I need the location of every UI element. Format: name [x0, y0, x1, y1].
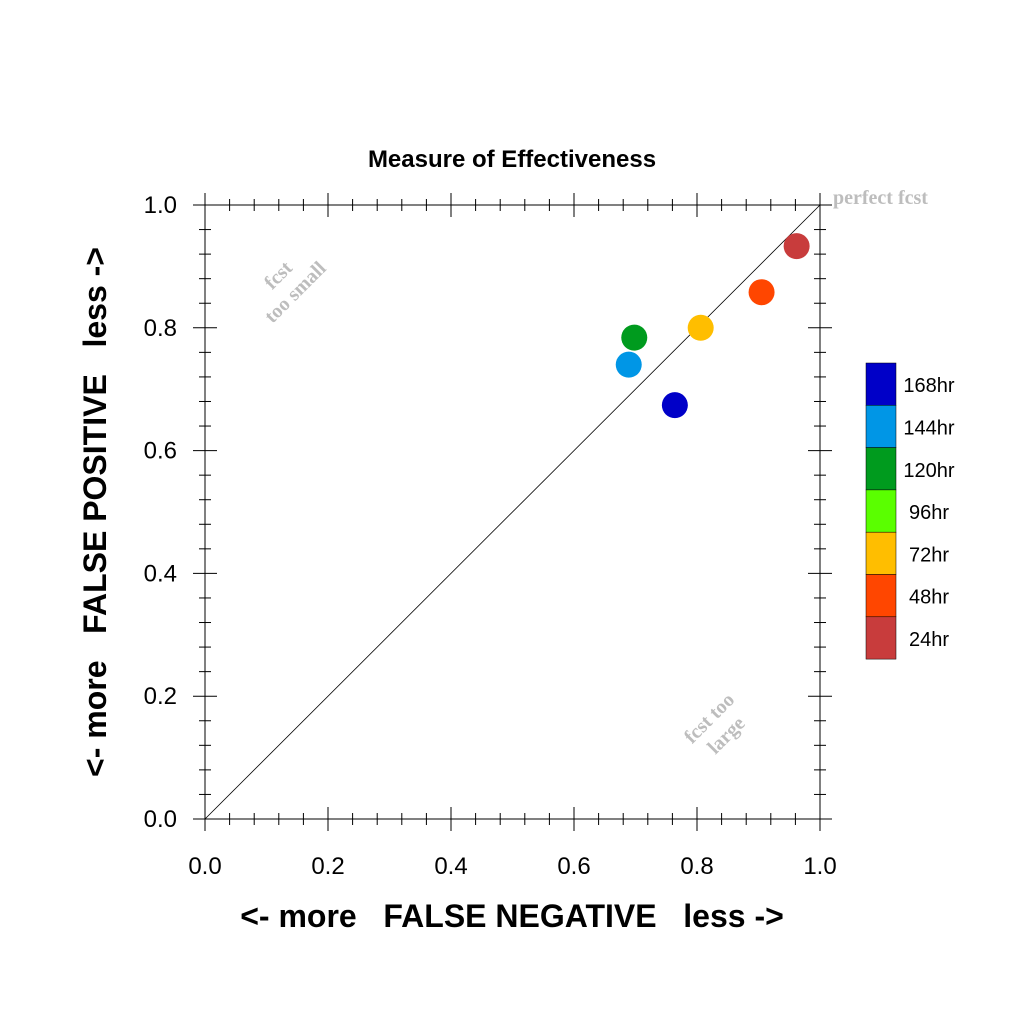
- data-point-48hr: [748, 279, 775, 306]
- legend-label-48hr: 48hr: [909, 587, 949, 609]
- y-tick-label: 1.0: [144, 192, 177, 219]
- legend-swatch-168hr: [865, 362, 897, 406]
- x-tick-label: 0.2: [311, 853, 344, 880]
- legend-swatch-24hr: [865, 616, 897, 660]
- diagonal-layer: [204, 204, 821, 820]
- y-tick-label: 0.8: [144, 315, 177, 342]
- data-point-120hr: [621, 324, 648, 351]
- x-tick-label: 0.4: [434, 853, 467, 880]
- y-tick-label: 0.0: [144, 806, 177, 833]
- legend-label-24hr: 24hr: [909, 629, 949, 651]
- y-tick-label: 0.2: [144, 683, 177, 710]
- y-tick-label: 0.4: [144, 560, 177, 587]
- y-axis-label: <- more FALSE POSITIVE less ->: [77, 247, 113, 777]
- legend-swatch-120hr: [865, 447, 897, 491]
- legend-swatch-72hr: [865, 531, 897, 575]
- x-axis-label: <- more FALSE NEGATIVE less ->: [240, 898, 784, 934]
- data-point-168hr: [661, 392, 688, 419]
- legend-label-120hr: 120hr: [903, 460, 954, 482]
- legend-swatch-144hr: [865, 405, 897, 448]
- data-point-24hr: [783, 233, 810, 260]
- data-point-72hr: [687, 314, 714, 341]
- plot-frame: [204, 204, 821, 820]
- points-layer: [615, 233, 810, 419]
- legend-label-168hr: 168hr: [903, 375, 954, 397]
- x-tick-label: 0.6: [557, 853, 590, 880]
- legend-label-144hr: 144hr: [903, 417, 954, 439]
- legend-label-72hr: 72hr: [909, 544, 949, 566]
- axes: 0.0 0.0 0.2 0.2 0.4 0.4 0.6 0.6 0.8 0.8 1.0 1.0: [144, 192, 837, 880]
- annotation-perfect-fcst: perfect fcst: [833, 187, 928, 209]
- legend-label-96hr: 96hr: [909, 502, 949, 524]
- legend-swatch-96hr: [865, 489, 897, 533]
- y-tick-label: 0.6: [144, 438, 177, 465]
- diagonal-line: [204, 204, 821, 820]
- x-tick-label: 0.0: [188, 853, 221, 880]
- legend: 168hr 144hr 120hr 96hr 72hr 48hr 24hr: [865, 362, 955, 660]
- legend-swatch-48hr: [865, 574, 897, 618]
- chart-title: Measure of Effectiveness: [368, 146, 656, 173]
- x-tick-label: 0.8: [680, 853, 713, 880]
- data-point-144hr: [615, 351, 642, 378]
- x-tick-label: 1.0: [803, 853, 836, 880]
